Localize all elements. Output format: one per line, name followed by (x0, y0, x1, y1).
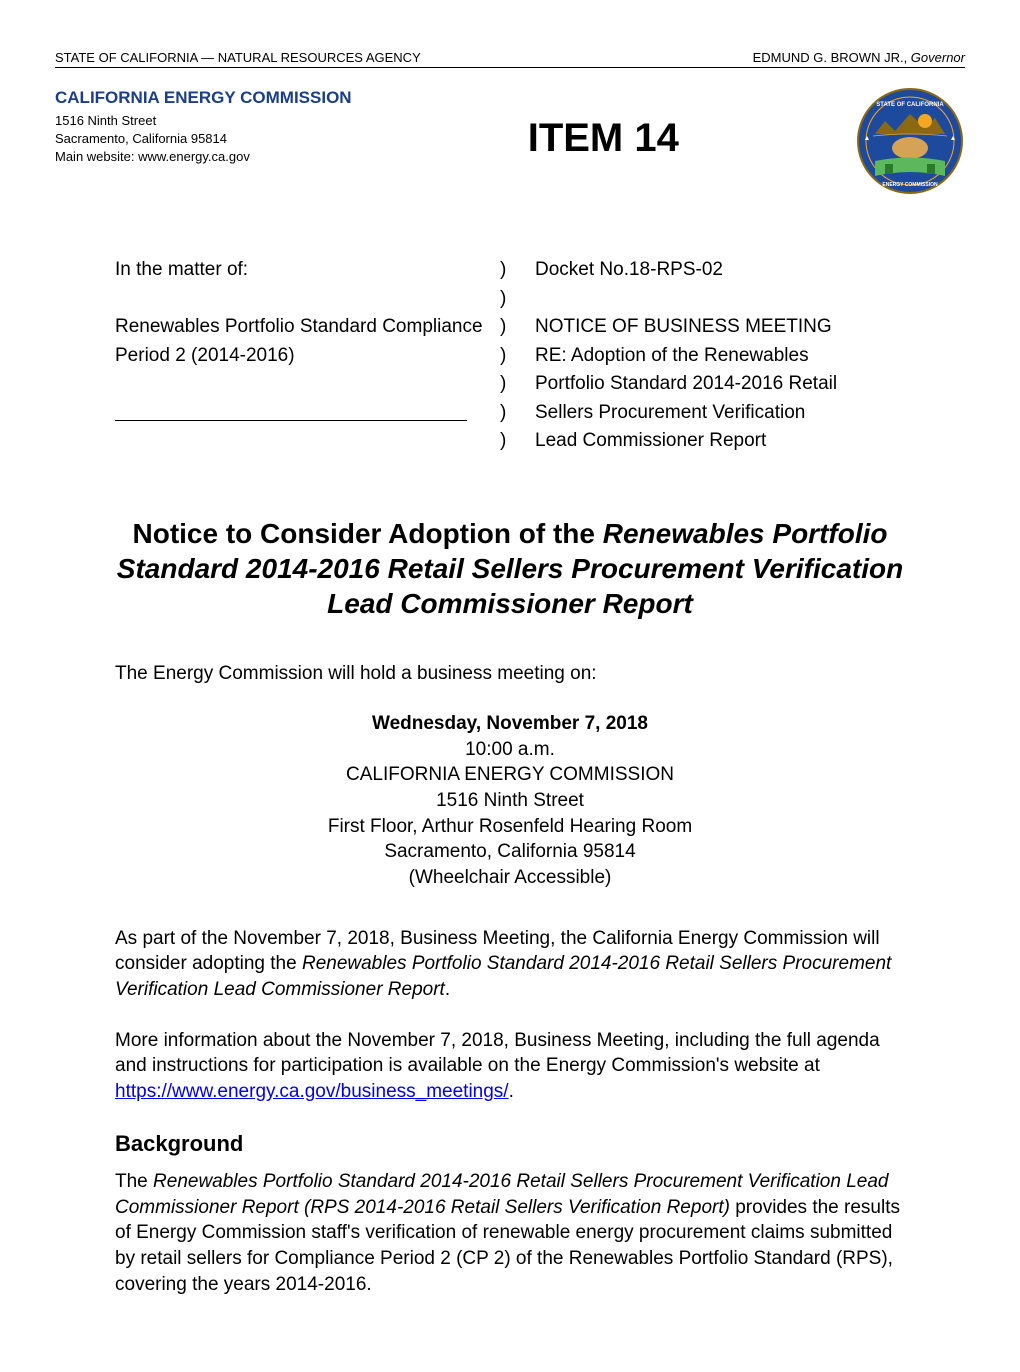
address-line-2: Sacramento, California 95814 (55, 130, 352, 148)
svg-text:ENERGY COMMISSION: ENERGY COMMISSION (882, 182, 938, 188)
commission-name: CALIFORNIA ENERGY COMMISSION (55, 86, 352, 110)
letterhead-address: CALIFORNIA ENERGY COMMISSION 1516 Ninth … (55, 86, 352, 166)
matter-text: Renewables Portfolio Standard Compliance… (115, 313, 485, 370)
background-paragraph: The Renewables Portfolio Standard 2014-2… (115, 1169, 905, 1297)
intro-line: The Energy Commission will hold a busine… (115, 661, 905, 687)
notice-line: NOTICE OF BUSINESS MEETING (535, 313, 905, 342)
meeting-access: (Wheelchair Accessible) (115, 865, 905, 891)
caption-underline (115, 420, 467, 421)
agency-name: STATE OF CALIFORNIA — NATURAL RESOURCES … (55, 50, 421, 65)
notice-line: Lead Commissioner Report (535, 427, 905, 456)
state-seal-icon: STATE OF CALIFORNIA ENERGY COMMISSION (855, 86, 965, 196)
paragraph-2: More information about the November 7, 2… (115, 1028, 905, 1105)
meeting-org: CALIFORNIA ENERGY COMMISSION (115, 762, 905, 788)
main-title: Notice to Consider Adoption of the Renew… (105, 516, 915, 621)
business-meetings-link[interactable]: https://www.energy.ca.gov/business_meeti… (115, 1081, 509, 1102)
body-content: The Energy Commission will hold a busine… (115, 661, 905, 1298)
svg-text:STATE OF CALIFORNIA: STATE OF CALIFORNIA (876, 102, 944, 108)
caption-parens: ) ) ) ) ) ) ) (500, 256, 520, 456)
governor-title: Governor (907, 50, 965, 65)
notice-line: RE: Adoption of the Renewables (535, 342, 905, 371)
website-label: Main website: www.energy.ca.gov (55, 148, 352, 166)
meeting-details: Wednesday, November 7, 2018 10:00 a.m. C… (115, 711, 905, 890)
caption-right: Docket No.18-RPS-02 NOTICE OF BUSINESS M… (520, 256, 905, 456)
meeting-room: First Floor, Arthur Rosenfeld Hearing Ro… (115, 814, 905, 840)
docket-number: Docket No.18-RPS-02 (535, 256, 905, 285)
governor-label: EDMUND G. BROWN JR., Governor (753, 50, 965, 65)
header-bar: STATE OF CALIFORNIA — NATURAL RESOURCES … (55, 50, 965, 68)
matter-label: In the matter of: (115, 256, 485, 285)
meeting-city: Sacramento, California 95814 (115, 839, 905, 865)
case-caption: In the matter of: Renewables Portfolio S… (115, 256, 905, 456)
meeting-time: 10:00 a.m. (115, 737, 905, 763)
item-number: ITEM 14 (352, 116, 855, 161)
meeting-street: 1516 Ninth Street (115, 788, 905, 814)
meeting-date: Wednesday, November 7, 2018 (115, 711, 905, 737)
background-heading: Background (115, 1129, 905, 1159)
paragraph-1: As part of the November 7, 2018, Busines… (115, 926, 905, 1003)
notice-line: Sellers Procurement Verification (535, 399, 905, 428)
governor-name: EDMUND G. BROWN JR., (753, 50, 908, 65)
caption-left: In the matter of: Renewables Portfolio S… (115, 256, 500, 456)
letterhead: CALIFORNIA ENERGY COMMISSION 1516 Ninth … (55, 86, 965, 196)
address-line-1: 1516 Ninth Street (55, 112, 352, 130)
notice-line: Portfolio Standard 2014-2016 Retail (535, 370, 905, 399)
title-prefix: Notice to Consider Adoption of the (133, 518, 603, 549)
